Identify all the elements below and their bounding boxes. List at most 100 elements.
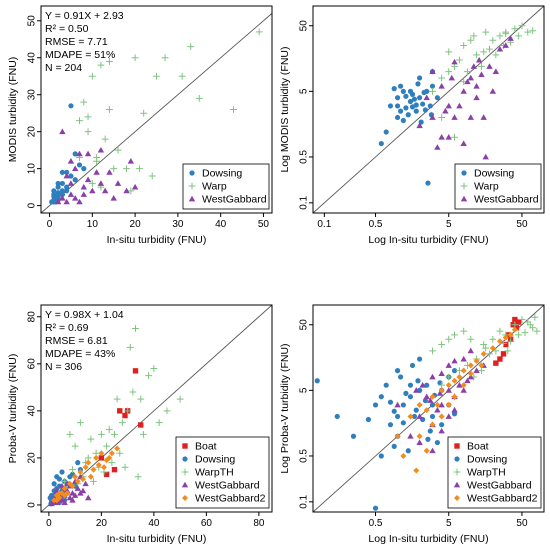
point-westgabbard-9: [74, 485, 81, 491]
point-warp-11: [438, 74, 446, 82]
point-westgabbard-1: [407, 433, 414, 439]
point-warpth-30: [500, 339, 507, 347]
point-westgabbard-27: [436, 390, 444, 396]
point-dowsing-3: [51, 188, 57, 194]
legend-marker-westgabbard: [453, 481, 461, 488]
point-westgabbard-23: [76, 198, 83, 205]
legend-marker-westgabbard: [181, 481, 189, 488]
point-dowsing-13: [413, 407, 419, 413]
point-westgabbard-13: [464, 78, 471, 85]
point-warpth-2: [445, 335, 453, 343]
point-warpth-22: [507, 337, 515, 345]
point-westgabbard-3: [423, 393, 430, 400]
point-warpth-19: [87, 435, 95, 443]
point-westgabbard-8: [71, 492, 79, 498]
point-dowsing-14: [68, 103, 74, 109]
y-tick-label: 0: [27, 202, 38, 208]
point-dowsing-26: [439, 422, 445, 428]
chart-panel-2: 0.1 0.5 5 50 0.1 0.5 5 50 Log In-situ turbidity …: [279, 5, 545, 246]
point-warpth-23: [515, 331, 523, 339]
point-westgabbard-20: [84, 150, 92, 157]
point-westgabbard-4: [460, 88, 467, 94]
point-boat-0: [512, 316, 518, 323]
point-dowsing-12: [397, 83, 404, 89]
point-westgabbard-30: [434, 144, 441, 150]
point-warp-19: [114, 146, 122, 154]
point-westgabbard-16: [486, 63, 493, 69]
point-warpth-24: [521, 329, 529, 336]
point-westgabbard2-7: [77, 469, 84, 476]
legend-marker-boat: [454, 443, 460, 449]
point-boat-0: [132, 368, 139, 374]
point-dowsing-5: [387, 422, 394, 428]
legend-marker-dowsing: [182, 456, 188, 462]
point-warp-24: [148, 172, 156, 180]
legend-label: Warp: [202, 181, 227, 193]
point-westgabbard2-20: [61, 492, 68, 499]
point-westgabbard2-20: [400, 452, 407, 459]
stats-line: RMSE = 6.81: [45, 335, 108, 347]
point-warpth-15: [126, 343, 134, 351]
point-westgabbard2-5: [434, 401, 441, 408]
point-warpth-2: [76, 419, 84, 427]
point-westgabbard-10: [460, 387, 467, 393]
point-dowsing-26: [429, 83, 436, 89]
point-dowsing-22: [409, 362, 416, 369]
data-points: [314, 313, 541, 511]
point-westgabbard-20: [502, 42, 509, 48]
point-warp-7: [480, 48, 488, 56]
point-warp-29: [529, 27, 537, 35]
point-dowsing-18: [434, 95, 440, 101]
point-dowsing-23: [417, 356, 423, 362]
point-westgabbard-19: [79, 487, 87, 494]
point-westgabbard-9: [451, 58, 458, 65]
point-warp-0: [445, 48, 453, 56]
stats-line: MDAPE = 43%: [45, 348, 115, 360]
point-warp-12: [131, 54, 139, 62]
point-dowsing-20: [378, 140, 384, 147]
point-dowsing-19: [403, 390, 409, 396]
point-warpth-10: [137, 395, 145, 403]
point-westgabbard-4: [80, 183, 87, 190]
point-westgabbard-13: [67, 180, 75, 186]
point-dowsing-8: [59, 180, 65, 187]
point-westgabbard-15: [478, 71, 485, 78]
point-warp-27: [106, 106, 113, 113]
point-westgabbard-2: [67, 191, 75, 197]
y-tick-label: 0.1: [299, 494, 310, 508]
point-westgabbard-17: [438, 427, 445, 434]
stats-line: MDAPE = 51%: [45, 49, 115, 61]
point-westgabbard-23: [473, 94, 480, 101]
point-westgabbard-21: [85, 494, 92, 501]
point-dowsing-8: [403, 105, 409, 111]
legend-label: WestGabbard2: [467, 493, 538, 505]
legend-label: WarpTH: [467, 467, 506, 479]
point-westgabbard-2: [445, 102, 452, 109]
point-westgabbard-7: [480, 114, 487, 120]
legend-marker-warpth: [181, 468, 189, 476]
point-dowsing-31: [75, 460, 81, 466]
point-westgabbard2-27: [460, 382, 467, 389]
point-warpth-34: [155, 419, 163, 427]
point-warp-6: [518, 22, 526, 30]
point-boat-2: [122, 412, 128, 419]
point-westgabbard-24: [445, 362, 452, 368]
point-dowsing-10: [55, 190, 61, 196]
point-westgabbard-11: [76, 150, 83, 157]
y-axis-label: MODIS turbidity (FNU): [7, 57, 19, 163]
point-westgabbard-16: [429, 447, 436, 454]
point-warpth-21: [492, 347, 500, 355]
point-warpth-29: [105, 426, 113, 434]
point-westgabbard-19: [496, 45, 504, 52]
legend-label: WarpTH: [195, 467, 234, 479]
point-warpth-0: [66, 430, 74, 438]
point-westgabbard2-0: [394, 433, 401, 440]
point-warpth-1: [438, 341, 446, 348]
x-tick-label: 0.5: [369, 219, 383, 230]
stats-line: R² = 0.69: [45, 322, 89, 334]
point-boat-4: [111, 466, 118, 473]
point-westgabbard-3: [451, 114, 458, 120]
point-westgabbard-20: [82, 480, 89, 487]
point-westgabbard2-12: [473, 358, 480, 365]
